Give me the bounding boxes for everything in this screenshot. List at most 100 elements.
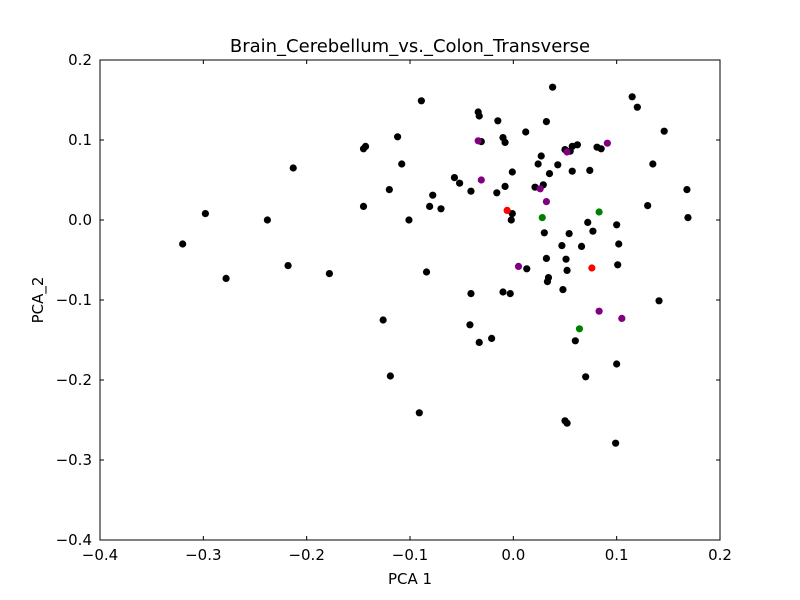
data-point xyxy=(466,321,474,329)
data-point xyxy=(588,264,596,272)
data-point xyxy=(615,240,623,248)
data-point xyxy=(289,164,297,172)
data-point xyxy=(499,288,507,296)
data-point xyxy=(538,214,546,222)
data-point xyxy=(612,439,620,447)
data-point xyxy=(507,216,515,224)
data-point xyxy=(613,221,621,229)
data-point xyxy=(613,360,621,368)
x-tick-label: 0.0 xyxy=(501,546,525,564)
data-point xyxy=(325,270,333,278)
x-tick-label: 0.2 xyxy=(708,546,732,564)
data-point xyxy=(644,202,652,210)
y-tick-label: 0.0 xyxy=(68,211,92,229)
data-point xyxy=(493,189,501,197)
data-point xyxy=(684,214,692,222)
data-point xyxy=(501,182,509,190)
y-tick-label: 0.1 xyxy=(68,131,92,149)
data-point xyxy=(501,138,509,146)
data-point xyxy=(456,179,464,187)
y-tick-label: −0.4 xyxy=(56,531,92,549)
data-point xyxy=(589,227,597,235)
data-point xyxy=(575,325,584,333)
data-point xyxy=(417,97,425,105)
data-point xyxy=(386,372,394,380)
data-point xyxy=(565,230,573,238)
data-point xyxy=(633,103,641,111)
data-point xyxy=(559,286,567,294)
data-point xyxy=(405,216,413,224)
data-point xyxy=(534,160,542,168)
data-point xyxy=(618,314,626,322)
y-tick-label: −0.1 xyxy=(56,291,92,309)
data-point xyxy=(537,152,545,160)
data-point xyxy=(586,166,594,174)
data-point xyxy=(488,334,496,342)
data-point xyxy=(201,210,209,218)
data-point xyxy=(628,93,636,101)
data-point xyxy=(475,338,483,346)
data-point xyxy=(429,191,437,199)
data-point xyxy=(573,141,582,149)
x-tick-label: 0.1 xyxy=(605,546,629,564)
data-point xyxy=(179,240,187,248)
data-point xyxy=(563,419,571,427)
y-tick-label: −0.3 xyxy=(56,451,92,469)
data-point xyxy=(477,176,485,184)
data-point xyxy=(450,174,459,182)
x-tick-label: −0.4 xyxy=(82,546,118,564)
data-point xyxy=(422,268,431,276)
data-points xyxy=(179,83,692,447)
data-point xyxy=(475,112,483,120)
data-point xyxy=(506,290,514,298)
data-point xyxy=(523,265,531,273)
data-point xyxy=(284,262,292,270)
data-point xyxy=(415,409,423,417)
plot-area xyxy=(100,60,720,540)
data-point xyxy=(577,242,586,250)
data-point xyxy=(385,186,393,194)
data-point xyxy=(508,210,516,218)
data-point xyxy=(584,218,592,226)
data-point xyxy=(603,139,611,147)
data-point xyxy=(503,206,511,214)
data-point xyxy=(562,255,570,263)
data-point xyxy=(474,137,482,145)
data-point xyxy=(222,274,230,282)
data-point xyxy=(437,205,445,213)
data-point xyxy=(571,337,579,345)
data-point xyxy=(398,160,406,168)
y-tick-label: 0.2 xyxy=(68,51,92,69)
data-point xyxy=(542,254,551,262)
data-point xyxy=(683,186,691,194)
data-point xyxy=(359,202,368,210)
data-point xyxy=(595,307,603,315)
data-point xyxy=(263,216,271,224)
x-tick-label: −0.2 xyxy=(288,546,324,564)
data-point xyxy=(660,127,668,135)
data-point xyxy=(649,160,657,168)
chart-title: Brain_Cerebellum_vs._Colon_Transverse xyxy=(230,36,590,57)
plot-frame xyxy=(99,59,721,541)
data-point xyxy=(545,170,554,178)
data-point xyxy=(467,290,475,298)
data-point xyxy=(544,274,553,282)
data-point xyxy=(549,83,557,91)
data-point xyxy=(614,261,622,269)
data-point xyxy=(394,133,402,141)
axis-ticks: −0.4 −0.3 −0.2 −0.1 0.0 0.1 0.2 −0.4 −0.3 −0.2 −0.… xyxy=(56,51,732,564)
data-point xyxy=(568,167,576,175)
data-point xyxy=(514,262,523,270)
y-tick-label: −0.2 xyxy=(56,371,92,389)
data-point xyxy=(361,142,370,150)
data-point xyxy=(597,145,605,153)
x-tick-label: −0.3 xyxy=(185,546,221,564)
y-axis-label: PCA_2 xyxy=(29,277,48,324)
data-point xyxy=(554,161,562,169)
data-point xyxy=(508,168,516,176)
data-point xyxy=(379,316,387,324)
x-tick-label: −0.1 xyxy=(392,546,428,564)
data-point xyxy=(542,198,551,206)
data-point xyxy=(540,229,548,237)
data-point xyxy=(467,187,475,195)
